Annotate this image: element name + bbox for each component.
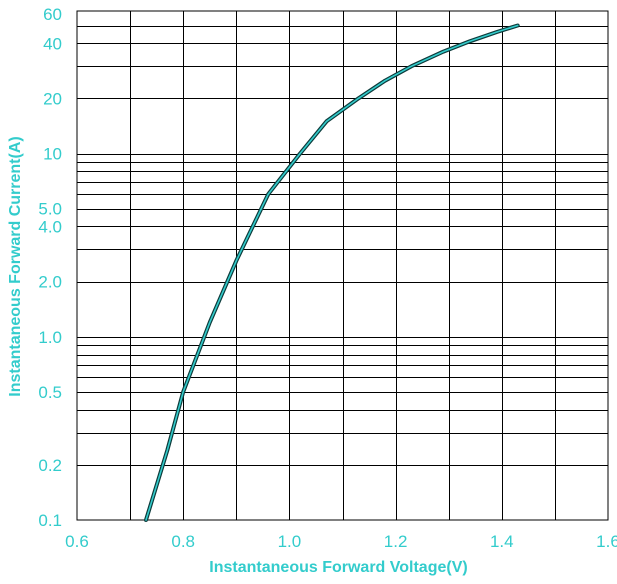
- y-tick-label: 10: [43, 145, 62, 164]
- plot-frame: [76, 10, 609, 521]
- y-tick-label: 5.0: [38, 200, 62, 219]
- y-tick-label: 1.0: [38, 328, 62, 347]
- series-line-outline: [144, 23, 520, 522]
- y-tick-label: 60: [43, 5, 62, 24]
- series-line: [145, 24, 519, 521]
- y-tick-label: 2.0: [38, 273, 62, 292]
- y-tick-labels: 0.1 0.2 0.5 1.0 2.0 4.05.0 10 20 40 60: [38, 5, 62, 530]
- x-tick-label: 1.4: [490, 532, 514, 551]
- y-tick-label: 4.0: [38, 217, 62, 236]
- y-tick-label: 40: [43, 34, 62, 53]
- y-tick-label: 0.5: [38, 383, 62, 402]
- x-tick-label: 1.0: [278, 532, 302, 551]
- y-axis-title: Instantaneous Forward Current(A): [7, 136, 24, 396]
- x-tick-label: 1.6: [596, 532, 617, 551]
- y-tick-label: 0.2: [38, 456, 62, 475]
- y-tick-label: 20: [43, 89, 62, 108]
- x-tick-label: 0.8: [171, 532, 195, 551]
- x-tick-labels: 0.6 0.8 1.0 1.2 1.4 1.6: [65, 532, 617, 551]
- series-layer: [144, 23, 520, 522]
- x-tick-label: 0.6: [65, 532, 89, 551]
- x-axis-title: Instantaneous Forward Voltage(V): [209, 559, 467, 576]
- grid-layer: [77, 11, 608, 520]
- y-tick-label: 0.1: [38, 511, 62, 530]
- x-tick-label: 1.2: [384, 532, 408, 551]
